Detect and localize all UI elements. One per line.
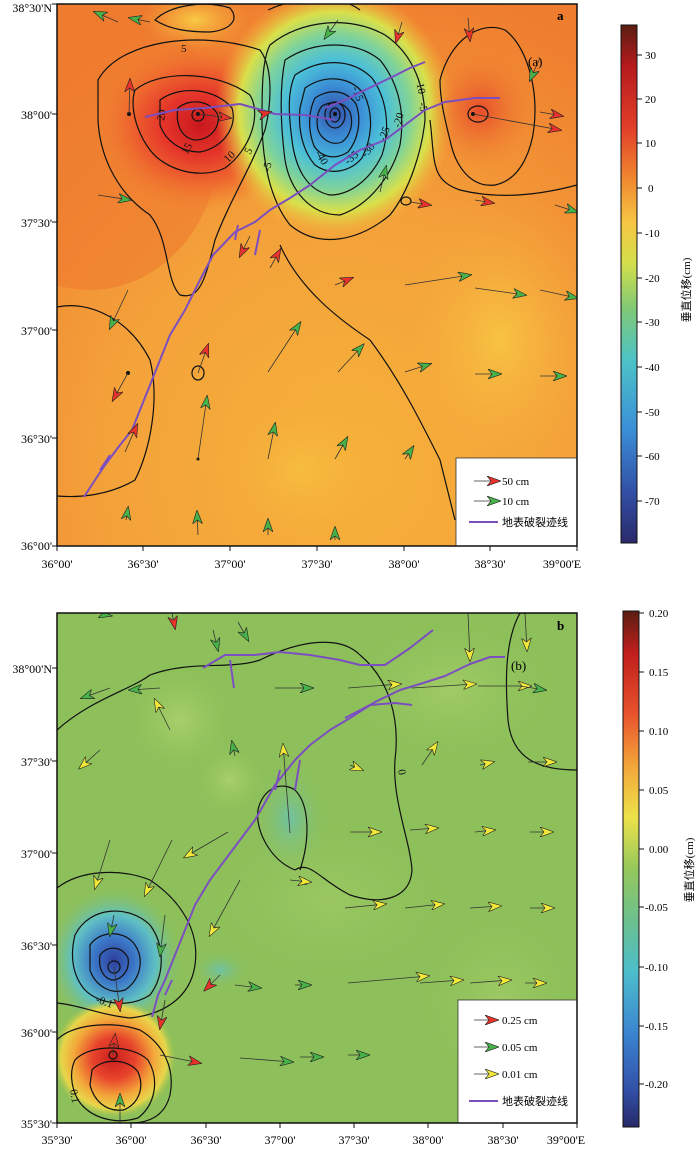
panel-a-letter: a: [557, 8, 564, 23]
legend-label-10cm: 10 cm: [502, 496, 530, 508]
x-tick-label: 37°00': [215, 557, 246, 571]
x-tick-label: 36°30': [191, 1133, 222, 1147]
panel-a-vectors: [95, 12, 577, 540]
legend-label-rupture: 地表破裂迹线: [502, 515, 568, 529]
panel-b-x-axis: 35°30' 36°00' 36°30' 37°00' 37°30' 38°00…: [42, 1133, 586, 1147]
contour-label: -5: [416, 101, 429, 113]
x-tick-label: 37°30': [302, 557, 333, 571]
x-tick-label: 38°30': [475, 557, 506, 571]
panel-a: 5 20 15 10 5 -5 -40 -35 -30 -25 -20 -15 …: [12, 1, 693, 571]
legend-label-001cm: 0.01 cm: [502, 1069, 538, 1081]
panel-a-legend: 50 cm 10 cm 地表破裂迹线: [455, 457, 577, 546]
y-tick-label: 36°00': [21, 1026, 52, 1040]
colorbar-tick: 10: [645, 138, 657, 150]
panel-b-colorbar-title: 垂直位移(cm): [682, 837, 696, 902]
y-tick-label: 38°00'N: [12, 662, 52, 676]
panel-a-colorbar: 30 20 10 0 -10 -20 -30 -40 -50 -60 -70 垂…: [620, 24, 693, 544]
contour-label: -25: [377, 125, 393, 143]
panel-b-map: 0 0 -0.1 0.1: [57, 613, 577, 1123]
colorbar-tick: -30: [645, 317, 660, 329]
contour-label: 0.1: [67, 1088, 81, 1104]
colorbar-tick: -0.15: [645, 1021, 668, 1033]
colorbar-tick: -70: [645, 496, 660, 508]
legend-label-025cm: 0.25 cm: [502, 1015, 538, 1027]
y-tick-label: 37°00': [21, 324, 52, 338]
y-tick-label: 36°30': [21, 939, 52, 953]
contour-label: -0.1: [94, 994, 114, 1011]
panel-b: 0 0 -0.1 0.1: [12, 608, 696, 1147]
y-tick-label: 36°30': [21, 432, 52, 446]
panel-a-inset-label: (a): [528, 54, 542, 69]
x-tick-label: 37°30': [339, 1133, 370, 1147]
colorbar-tick: -50: [645, 407, 660, 419]
y-tick-label: 36°00': [21, 539, 52, 553]
colorbar-tick: 0.15: [649, 667, 669, 679]
legend-label-005cm: 0.05 cm: [502, 1042, 538, 1054]
colorbar-tick: 20: [645, 94, 657, 106]
x-tick-label: 35°30': [42, 1133, 73, 1147]
legend-label-50cm: 50 cm: [502, 476, 530, 488]
x-tick-label: 38°00': [389, 557, 420, 571]
y-tick-label: 37°30': [21, 755, 52, 769]
colorbar-tick: -20: [645, 273, 660, 285]
colorbar-tick: 0.05: [649, 785, 669, 797]
colorbar-tick: 0.10: [649, 726, 669, 738]
colorbar-tick: -0.20: [645, 1079, 668, 1091]
x-tick-label: 38°00': [413, 1133, 444, 1147]
x-tick-label: 39°00'E: [543, 557, 581, 571]
panel-a-colorbar-ticks: 30 20 10 0 -10 -20 -30 -40 -50 -60 -70: [645, 50, 660, 508]
y-tick-label: 35°30': [21, 1117, 52, 1131]
y-tick-label: 38°00': [21, 108, 52, 122]
colorbar-tick: -0.05: [645, 902, 668, 914]
x-tick-label: 39°00'E: [547, 1133, 585, 1147]
colorbar-tick: -60: [645, 451, 660, 463]
colorbar-tick: 30: [645, 50, 657, 62]
panel-b-letter: b: [557, 618, 564, 633]
panel-b-y-axis: 38°00'N 37°30' 37°00' 36°30' 36°00' 35°3…: [12, 662, 52, 1131]
colorbar-tick: 0: [648, 183, 654, 195]
contour-label: -20: [391, 111, 407, 129]
colorbar-tick: -40: [645, 362, 660, 374]
colorbar-tick: -0.10: [645, 962, 668, 974]
x-tick-label: 36°30': [128, 557, 159, 571]
panel-a-y-axis: 38°30'N 38°00' 37°30' 37°00' 36°30' 36°0…: [12, 1, 52, 553]
x-tick-label: 36°00': [42, 557, 73, 571]
contour-label: 5: [181, 43, 187, 55]
panel-b-colorbar-ticks: 0.20 0.15 0.10 0.05 0.00 -0.05 -0.10 -0.…: [645, 608, 669, 1091]
contour-label: -10: [413, 78, 427, 95]
colorbar-tick: -10: [645, 228, 660, 240]
y-tick-label: 37°30': [21, 216, 52, 230]
panel-a-map: 5 20 15 10 5 -5 -40 -35 -30 -25 -20 -15 …: [57, 4, 577, 546]
panel-a-colorbar-title: 垂直位移(cm): [679, 257, 693, 322]
contour-label: 5: [242, 145, 255, 156]
y-tick-label: 38°30'N: [12, 1, 52, 15]
panel-b-legend: 0.25 cm 0.05 cm 0.01 cm 地表破裂迹线: [457, 999, 577, 1123]
x-tick-label: 36°00': [116, 1133, 147, 1147]
panel-b-vectors: [80, 613, 555, 1123]
panel-b-colorbar: 0.20 0.15 0.10 0.05 0.00 -0.05 -0.10 -0.…: [622, 608, 696, 1128]
panel-a-stations: [126, 112, 475, 461]
panel-b-frame: [56, 612, 578, 1124]
x-tick-label: 37°00': [265, 1133, 296, 1147]
panel-a-ticks: [52, 3, 578, 551]
panel-b-ticks: [52, 667, 578, 1128]
colorbar-tick: 0.00: [649, 844, 669, 856]
contour-label: 0: [395, 768, 408, 776]
colorbar-tick: 0.20: [649, 608, 669, 620]
panel-b-inset-label: (b): [511, 658, 526, 673]
x-tick-label: 38°30': [488, 1133, 519, 1147]
y-tick-label: 37°00': [21, 847, 52, 861]
panel-a-contours: [57, 4, 577, 521]
contour-label: -5: [261, 161, 274, 173]
panel-a-x-axis: 36°00' 36°30' 37°00' 37°30' 38°00' 38°30…: [42, 557, 582, 571]
legend-label-rupture: 地表破裂迹线: [502, 1094, 568, 1108]
